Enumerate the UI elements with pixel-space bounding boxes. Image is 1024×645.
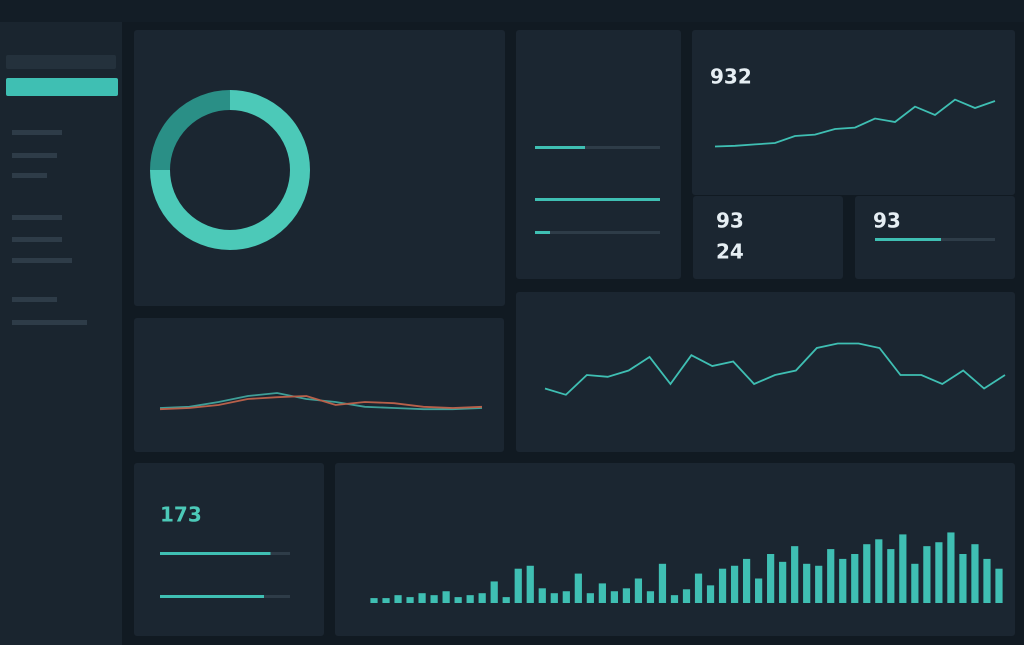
bar: [742, 558, 751, 603]
kpi-value: 24: [716, 240, 744, 264]
bar: [502, 597, 510, 603]
nav-item[interactable]: [12, 173, 47, 178]
bar: [478, 593, 486, 603]
line-series: [714, 98, 996, 148]
bar: [490, 581, 498, 603]
bar: [526, 565, 534, 603]
bar: [851, 554, 859, 603]
progress-bar: [160, 552, 271, 555]
bar: [514, 568, 522, 603]
nav-item[interactable]: [12, 258, 72, 263]
bar: [670, 595, 679, 603]
bar: [394, 595, 402, 603]
bar: [442, 591, 450, 603]
donut-segment: [150, 90, 231, 171]
bar: [887, 549, 895, 603]
bar: [899, 534, 907, 603]
bar: [718, 568, 727, 603]
panel: [516, 30, 681, 279]
bar: [430, 595, 438, 603]
bar: [863, 544, 871, 603]
line-series: [544, 342, 1006, 396]
progress-track: [535, 231, 660, 234]
nav-items: [12, 130, 87, 325]
bar: [923, 546, 931, 603]
panel: [516, 292, 1015, 452]
bar: [730, 565, 739, 603]
bar: [971, 544, 979, 603]
search-box[interactable]: [6, 55, 116, 69]
progress-bar: [535, 231, 550, 234]
bar: [827, 549, 835, 603]
bar: [418, 593, 426, 603]
bar: [995, 568, 1003, 603]
bar: [983, 558, 991, 603]
bar: [370, 598, 378, 603]
top-bar: [0, 0, 1024, 22]
bar: [634, 578, 643, 603]
bar: [815, 565, 823, 603]
panel: [134, 318, 504, 452]
bar: [406, 597, 414, 603]
panel: [692, 30, 1015, 195]
bar: [803, 563, 811, 603]
bar: [610, 591, 618, 603]
nav-item[interactable]: [12, 320, 87, 325]
kpi-value: 93: [873, 209, 901, 233]
bar: [622, 588, 631, 603]
kpi-value: 932: [710, 65, 752, 89]
bar: [755, 578, 763, 603]
progress-bar: [535, 146, 585, 149]
bar: [791, 546, 799, 603]
nav-item[interactable]: [12, 130, 62, 135]
bar: [646, 591, 655, 603]
bar: [382, 598, 390, 603]
bar: [694, 573, 703, 603]
bar: [454, 597, 462, 603]
progress-bar: [875, 238, 941, 241]
bar: [538, 588, 546, 603]
line-series: [159, 395, 483, 411]
bar: [466, 595, 474, 603]
bar: [947, 532, 955, 603]
progress-bar: [160, 595, 264, 598]
nav-item[interactable]: [12, 237, 62, 242]
bar: [875, 539, 883, 603]
bar: [562, 591, 570, 603]
bar: [586, 593, 594, 603]
panel: [134, 463, 324, 636]
active-nav-item[interactable]: [6, 78, 118, 96]
nav-item[interactable]: [12, 153, 57, 158]
bar: [779, 561, 787, 603]
bar: [658, 563, 667, 603]
kpi-value: 93: [716, 209, 744, 233]
bar: [839, 558, 847, 603]
panel: [335, 463, 1015, 636]
panel: [134, 30, 505, 306]
bar: [598, 583, 606, 603]
nav-item[interactable]: [12, 215, 62, 220]
bar: [706, 585, 715, 603]
bar: [935, 542, 943, 603]
bar: [574, 573, 582, 603]
kpi-value: 173: [160, 503, 202, 527]
bar: [911, 563, 919, 603]
bar: [959, 554, 967, 603]
bar: [767, 554, 775, 603]
progress-track: [535, 146, 660, 149]
bar: [550, 593, 558, 603]
nav-item[interactable]: [12, 297, 57, 302]
panel: [693, 196, 843, 279]
donut-segment: [150, 90, 310, 250]
panel: [855, 196, 1015, 279]
progress-bar: [535, 198, 660, 201]
bar: [682, 589, 691, 603]
sidebar: [0, 22, 122, 645]
